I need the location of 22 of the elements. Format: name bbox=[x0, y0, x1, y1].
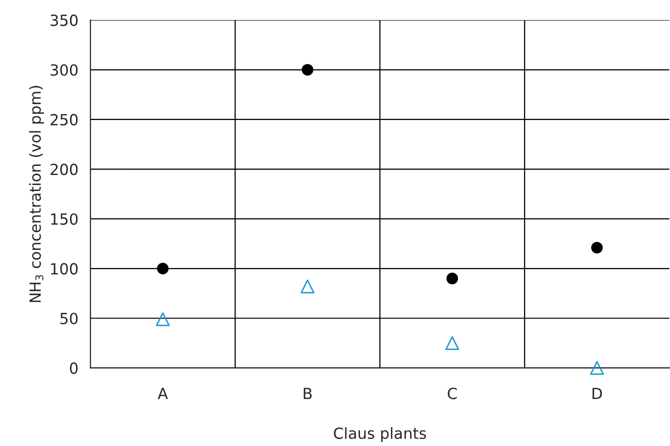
point bbox=[302, 64, 314, 76]
x-tick-label: B bbox=[304, 388, 312, 400]
point bbox=[445, 336, 460, 350]
point bbox=[156, 312, 170, 326]
x-axis-title: Claus plants bbox=[334, 427, 426, 442]
y-tick-label: 100 bbox=[51, 263, 78, 275]
y-axis-title: NH$_{3}$ concentration (vol ppm) bbox=[29, 86, 44, 302]
y-tick-label: 250 bbox=[50, 114, 78, 126]
point bbox=[591, 242, 603, 254]
y-tick-label: 350 bbox=[50, 14, 78, 26]
y-tick-label: 50 bbox=[60, 312, 78, 324]
point bbox=[157, 262, 169, 274]
x-tick-label: C bbox=[448, 388, 457, 400]
y-tick-label: 300 bbox=[50, 64, 78, 76]
y-tick-label: 0 bbox=[70, 362, 78, 374]
point bbox=[446, 272, 458, 284]
point bbox=[590, 361, 604, 375]
x-tick-label: A bbox=[158, 388, 168, 400]
y-tick-label: 150 bbox=[51, 213, 78, 225]
point bbox=[300, 280, 314, 294]
x-tick-label: D bbox=[592, 388, 602, 400]
y-tick-label: 200 bbox=[50, 164, 78, 176]
